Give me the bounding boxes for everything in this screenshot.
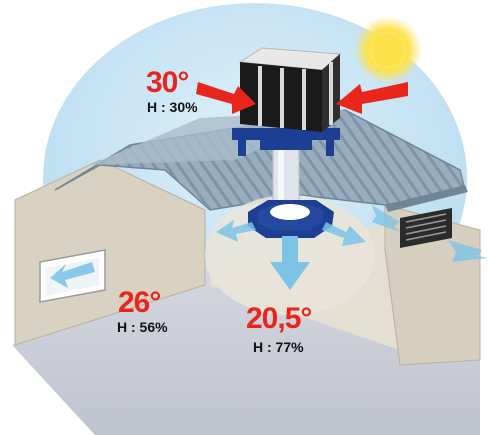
outlet-temperature: 20,5° <box>246 302 312 335</box>
cool-air-arrow-icon <box>50 262 95 288</box>
roof-edge <box>385 185 468 212</box>
outside-temperature: 30° <box>146 66 189 99</box>
hot-air-arrow-icon <box>336 82 408 114</box>
room-humidity: H : 56% <box>117 319 168 335</box>
cool-air-arrow-icon <box>216 220 366 290</box>
exhaust-vent-icon <box>400 208 452 248</box>
outlet-humidity: H : 77% <box>253 339 304 355</box>
air-diffuser <box>248 200 334 238</box>
left-wall <box>14 159 206 346</box>
hot-air-arrow-icon <box>196 82 256 114</box>
outside-humidity: H : 30% <box>147 99 198 115</box>
cool-air-arrow-icon <box>372 205 488 262</box>
sun-icon <box>354 16 422 84</box>
evaporative-cooler-icon <box>238 47 342 132</box>
room-temperature: 26° <box>118 286 161 319</box>
